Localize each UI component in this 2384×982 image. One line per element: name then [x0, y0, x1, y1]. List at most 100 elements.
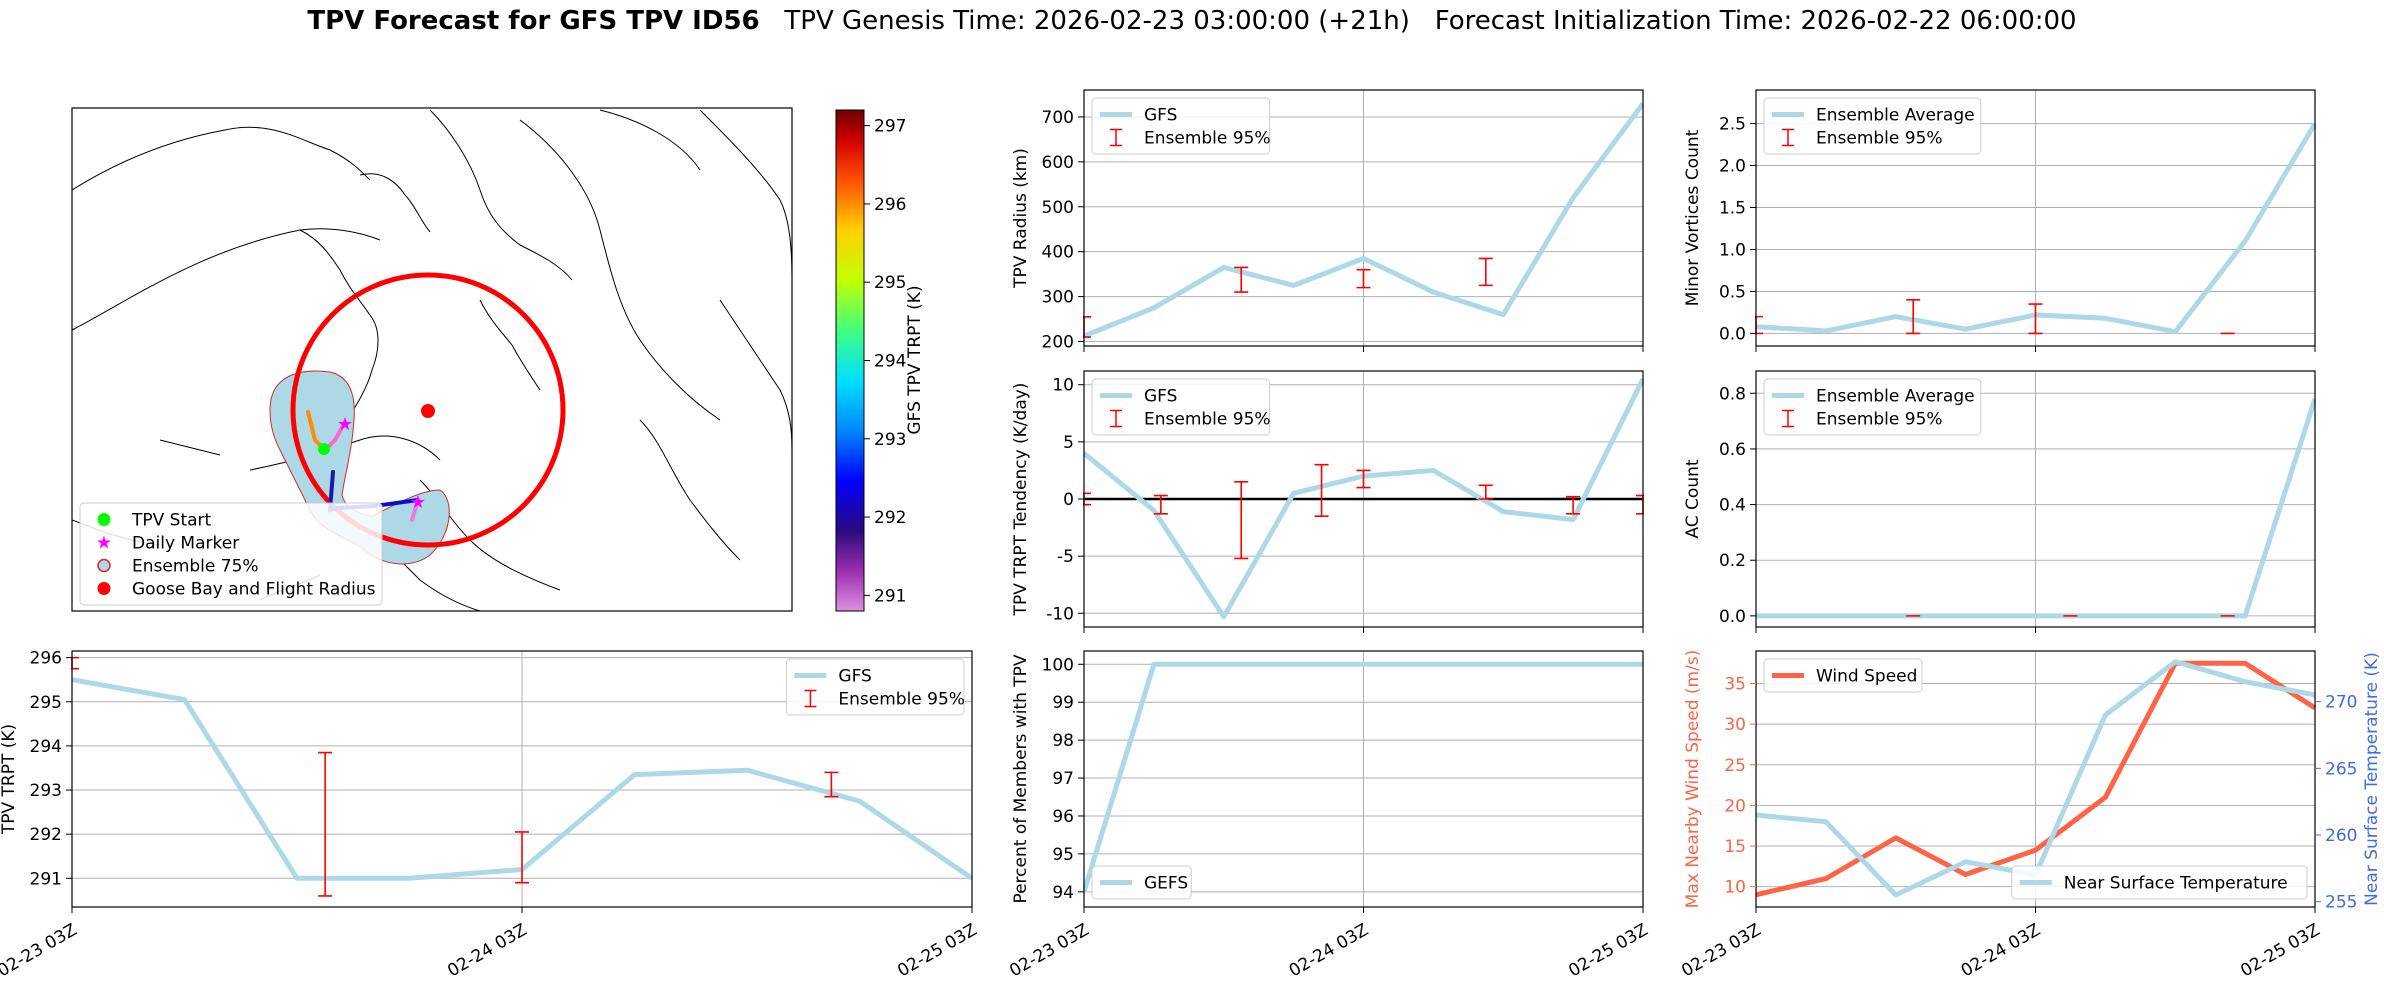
- y-tick-label: 0: [1063, 490, 1074, 510]
- legend: Near Surface Temperature: [2011, 865, 2308, 900]
- y-tick-label: 35: [1724, 675, 1746, 695]
- y2-tick-label: 265: [2325, 759, 2357, 779]
- y-tick-label: -10: [1046, 604, 1074, 624]
- legend-label: Ensemble Average: [1816, 106, 1975, 126]
- y2-tick-label: 255: [2325, 893, 2357, 913]
- legend-frame: [785, 658, 965, 716]
- flight-radius-circle: [290, 272, 566, 548]
- y-tick-label: 200: [1042, 333, 1074, 353]
- y-tick-label: 10: [1724, 878, 1746, 898]
- series-line-gfs: [1083, 102, 1644, 339]
- x-tick-label: 02-24 03Z: [444, 920, 530, 981]
- y-tick-label: 600: [1042, 153, 1074, 173]
- legend-label: Ensemble 95%: [1144, 129, 1271, 149]
- y-tick-label: 94: [1052, 883, 1074, 903]
- legend-label: Ensemble Average: [1816, 387, 1975, 407]
- legend-marker: [97, 558, 111, 573]
- chart-wind: 10 15 20 25 30 35 Max Nearby Wind Speed (m/s) 2…: [1678, 650, 2382, 982]
- ensemble-errorbar: [1356, 469, 1371, 489]
- legend-label: Daily Marker: [132, 534, 239, 554]
- y-axis-label: Percent of Members with TPV: [1011, 654, 1031, 903]
- legend-frame: [79, 502, 383, 606]
- y-tick-label: 30: [1724, 715, 1746, 735]
- y-tick-label: 500: [1042, 198, 1074, 218]
- y-tick-label: 25: [1724, 756, 1746, 776]
- y-tick-label: 1.5: [1719, 199, 1746, 219]
- plot-area: [1083, 661, 1643, 893]
- map-panel: ★ ★ TPV Start ★ Daily Marker Ensemble 75% Go…: [71, 107, 925, 612]
- legend-marker: [97, 582, 111, 595]
- legend-label: GFS: [1144, 387, 1177, 407]
- y-axis-label: AC Count: [1683, 459, 1703, 538]
- y-tick-label: 5: [1063, 433, 1074, 453]
- daily-marker-1: ★: [337, 414, 353, 435]
- ensemble-errorbar: [2378, 103, 2384, 158]
- ensemble-errorbar: [2378, 377, 2384, 435]
- daily-marker-2: ★: [410, 492, 426, 513]
- ensemble-errorbar: [1314, 463, 1329, 517]
- x-tick-label: 02-25 03Z: [1565, 920, 1651, 981]
- legend-errorbar-swatch: [1110, 128, 1122, 147]
- ensemble-errorbar: [1234, 481, 1249, 560]
- legend-frame: [1091, 97, 1271, 155]
- figure-title-times: TPV Genesis Time: 2026-02-23 03:00:00 (+…: [759, 6, 2077, 36]
- legend-label: Ensemble 95%: [1816, 129, 1943, 149]
- y-tick-label: -5: [1057, 547, 1074, 567]
- y-axis-label: TPV Radius (km): [1011, 148, 1031, 289]
- colorbar-label: GFS TPV TRPT (K): [905, 285, 925, 434]
- x-tick-label: 02-23 03Z: [1006, 920, 1092, 981]
- x-tick-label: 02-24 03Z: [1286, 920, 1372, 981]
- legend-label: TPV Start: [131, 511, 212, 531]
- y-tick-label: 0.2: [1719, 551, 1746, 571]
- ensemble-errorbar: [1153, 494, 1168, 515]
- y-tick-label: 292: [30, 825, 62, 845]
- legend-label: GFS: [1144, 106, 1177, 126]
- y-tick-label: 97: [1052, 769, 1074, 789]
- y-tick-label: 0.8: [1719, 384, 1746, 404]
- colorbar-tick-label: 295: [874, 273, 906, 293]
- legend: GFS Ensemble 95%: [785, 658, 965, 716]
- legend-label: Ensemble 75%: [132, 557, 259, 577]
- legend: GEFS: [1091, 865, 1192, 900]
- ensemble-errorbar: [824, 771, 839, 798]
- legend: Wind Speed: [1763, 658, 1923, 693]
- x-tick-label: 02-23 03Z: [1678, 920, 1764, 981]
- y-axis-label: Minor Vortices Count: [1683, 129, 1703, 306]
- legend: Ensemble Average Ensemble 95%: [1763, 378, 1982, 436]
- chart-trpt: 291 292 293 294 295 296 TPV TRPT (K) 02-23 03Z 0…: [0, 649, 981, 982]
- legend: Ensemble Average Ensemble 95%: [1763, 97, 1982, 155]
- y-tick-label: 291: [30, 869, 62, 889]
- legend-frame: [1763, 658, 1923, 693]
- y-tick-label: 295: [30, 693, 62, 713]
- chart-radius: 200 300 400 500 600 700 TPV Radius (km) GFS Ense…: [1011, 89, 1644, 353]
- ensemble-errorbar: [1356, 268, 1371, 289]
- y-tick-label: 20: [1724, 796, 1746, 816]
- legend-errorbar-swatch: [1782, 409, 1794, 428]
- figure-title: TPV Forecast for GFS TPV ID56 TPV Genesi…: [0, 6, 2384, 36]
- y-tick-label: 296: [30, 649, 62, 669]
- legend-label: Ensemble 95%: [1816, 410, 1943, 430]
- series-line-gefs: [1083, 661, 1643, 893]
- legend-label: GEFS: [1144, 874, 1188, 894]
- legend-frame: [1763, 97, 1982, 155]
- y-tick-label: 10: [1052, 376, 1074, 396]
- colorbar-tick-label: 291: [874, 586, 906, 606]
- x-tick-label: 02-23 03Z: [0, 920, 81, 981]
- y-tick-label: 294: [30, 737, 62, 757]
- legend-frame: [2011, 865, 2308, 900]
- x-tick-label: 02-25 03Z: [894, 920, 980, 981]
- map-frame: [71, 107, 793, 612]
- y-tick-label: 1.0: [1719, 240, 1746, 260]
- colorbar-tick-label: 292: [874, 508, 906, 528]
- y-tick-label: 400: [1042, 243, 1074, 263]
- map-legend: TPV Start ★ Daily Marker Ensemble 75% Goose …: [79, 502, 383, 606]
- y2-tick-label: 270: [2325, 693, 2357, 713]
- ensemble-errorbar: [1566, 495, 1581, 515]
- grid-lines: [1083, 90, 1644, 346]
- legend-label: Wind Speed: [1816, 667, 1917, 687]
- series-line-wind-speed: [1755, 660, 2316, 898]
- y-tick-label: 700: [1042, 108, 1074, 128]
- y2-tick-label: 260: [2325, 826, 2357, 846]
